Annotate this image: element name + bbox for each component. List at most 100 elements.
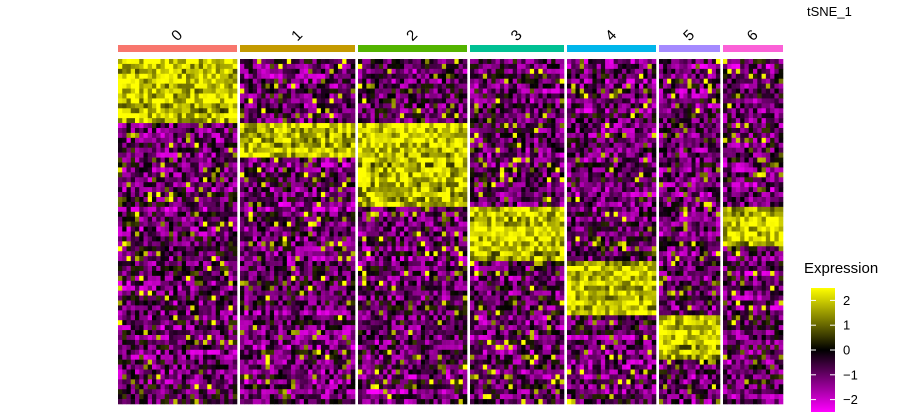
heat-cell	[203, 270, 208, 277]
heat-cell	[240, 118, 245, 124]
heat-cell	[404, 172, 409, 178]
heat-cell	[190, 285, 195, 291]
heat-cell	[203, 344, 208, 351]
heat-cell	[274, 216, 279, 222]
heat-cell	[156, 157, 161, 163]
heat-cell	[257, 285, 262, 291]
heat-cell	[391, 68, 397, 75]
heat-cell	[346, 221, 352, 227]
heat-cell	[118, 389, 123, 395]
heat-cell	[257, 167, 262, 173]
heat-cell	[337, 59, 343, 65]
heat-cell	[325, 364, 330, 370]
heat-cell	[337, 354, 343, 360]
heat-cell	[420, 152, 426, 158]
heat-cell	[152, 142, 157, 149]
heat-cell	[342, 93, 347, 99]
heat-cell	[337, 349, 343, 356]
heat-cell	[337, 226, 343, 232]
heat-cell	[244, 275, 249, 282]
heat-cell	[350, 295, 356, 301]
heat-cell	[122, 167, 127, 173]
heat-cell	[391, 142, 397, 149]
heat-cell	[228, 187, 234, 193]
heat-cell	[291, 187, 296, 193]
heat-cell	[404, 59, 409, 65]
heat-cell	[337, 78, 343, 84]
heat-cell	[416, 261, 422, 267]
heat-cell	[308, 315, 313, 321]
heat-cell	[346, 300, 352, 306]
heat-cell	[450, 98, 455, 104]
heat-cell	[194, 177, 200, 183]
heat-cell	[181, 98, 187, 104]
heat-cell	[374, 236, 380, 242]
heat-cell	[207, 123, 212, 129]
heat-cell	[412, 172, 417, 178]
heat-cell	[299, 78, 305, 84]
heat-cell	[257, 59, 262, 65]
heat-cell	[269, 88, 275, 94]
heat-cell	[147, 231, 153, 237]
heat-cell	[450, 59, 455, 65]
heat-cell	[126, 182, 132, 188]
heat-cell	[333, 182, 339, 188]
heat-cell	[312, 142, 317, 149]
heat-cell	[156, 59, 161, 65]
heat-cell	[425, 211, 430, 218]
heat-cell	[433, 123, 438, 129]
cluster-bar-6	[723, 45, 783, 52]
heat-cell	[252, 167, 258, 173]
heat-cell	[135, 206, 140, 213]
heat-cell	[429, 241, 434, 247]
heat-cell	[143, 201, 149, 208]
heat-cell	[169, 364, 174, 370]
heat-cell	[429, 157, 434, 163]
heat-cell	[224, 167, 229, 173]
heat-cell	[316, 261, 322, 267]
heat-cell	[190, 226, 195, 232]
heat-cell	[257, 93, 262, 99]
heat-cell	[278, 211, 283, 218]
heat-cell	[316, 364, 322, 370]
heat-cell	[194, 236, 200, 242]
heat-cell	[303, 379, 309, 385]
heat-cell	[160, 98, 166, 104]
heat-cell	[173, 108, 178, 114]
heat-cell	[160, 123, 166, 129]
heat-cell	[441, 236, 447, 242]
heat-cell	[240, 162, 245, 168]
heat-cell	[207, 399, 212, 405]
heat-cell	[118, 142, 123, 149]
heat-cell	[316, 118, 322, 124]
heat-cell	[429, 251, 434, 257]
heat-cell	[329, 142, 334, 149]
heat-cell	[248, 335, 254, 341]
heat-cell	[282, 226, 288, 232]
heat-cell	[274, 330, 279, 336]
heat-cell	[190, 88, 195, 94]
heat-cell	[278, 137, 283, 144]
heat-cell	[135, 339, 140, 346]
heat-cell	[358, 98, 363, 104]
heat-cell	[429, 201, 434, 208]
heat-cell	[240, 78, 245, 84]
cluster-bar-5	[659, 45, 720, 52]
heat-cell	[177, 177, 183, 183]
heat-cell	[299, 295, 305, 301]
heat-cell	[135, 63, 140, 70]
heat-cell	[416, 266, 422, 272]
heat-cell	[139, 83, 144, 89]
heat-cell	[240, 325, 245, 331]
heat-cell	[181, 261, 187, 267]
heat-cell	[130, 88, 136, 94]
heat-cell	[342, 113, 347, 119]
heat-cell	[261, 98, 266, 104]
heat-cell	[232, 167, 238, 173]
heat-cell	[295, 256, 300, 262]
heat-cell	[329, 285, 334, 291]
heat-cell	[295, 152, 300, 158]
heat-cell	[232, 108, 238, 114]
heat-cell	[190, 216, 195, 222]
heat-cell	[350, 379, 356, 385]
